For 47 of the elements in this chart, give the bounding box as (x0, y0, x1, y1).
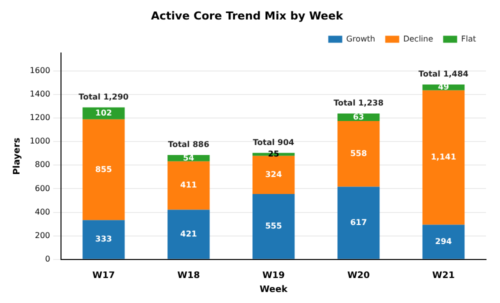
y-tick-label: 200 (34, 230, 50, 240)
data-label: 333 (95, 234, 112, 244)
data-label: 617 (350, 218, 367, 227)
x-tick-label: W18 (177, 271, 200, 282)
bar (168, 161, 210, 210)
data-label: 411 (180, 180, 198, 190)
data-label: 324 (265, 170, 282, 179)
legend-label: Decline (403, 34, 434, 44)
bar (168, 210, 210, 259)
data-label: 102 (95, 108, 112, 118)
bar (82, 119, 125, 220)
y-axis-title: Players (12, 138, 23, 175)
y-tick-label: 1000 (30, 136, 50, 146)
chart-title: Active Core Trend Mix by Week (150, 9, 344, 22)
bar (82, 220, 125, 259)
data-label: 555 (265, 222, 282, 231)
bar (422, 90, 465, 225)
x-axis-title: Week (260, 284, 288, 295)
data-label: 855 (95, 164, 112, 174)
data-label: 558 (350, 148, 368, 158)
x-tick-label: W19 (262, 271, 285, 282)
x-tick-label: W17 (92, 271, 115, 282)
total-label: Total 1,290 (78, 92, 130, 102)
y-tick-label: 400 (34, 207, 50, 216)
data-label: 63 (352, 112, 364, 122)
bar (252, 194, 295, 259)
y-tick-label: 1600 (30, 66, 50, 75)
y-tick-label: 600 (34, 184, 50, 193)
total-label: Total 1,484 (418, 70, 469, 79)
y-tick-label: 800 (34, 160, 50, 170)
bar (337, 186, 380, 259)
y-tick-label: 1200 (30, 113, 50, 122)
total-label: Total 886 (168, 140, 210, 150)
y-tick-label: 0 (45, 254, 50, 264)
y-tick-label: 1400 (30, 90, 50, 99)
bar (252, 156, 295, 194)
bar (337, 120, 380, 187)
legend-label: Flat (461, 34, 476, 44)
total-label: Total 1,238 (334, 98, 384, 108)
data-label: 294 (435, 236, 452, 246)
total-label: Total 904 (252, 138, 295, 147)
data-label: 421 (180, 229, 198, 238)
data-label: 1,141 (430, 152, 457, 162)
x-tick-label: W20 (347, 271, 370, 282)
x-tick-label: W21 (432, 271, 455, 282)
legend-label: Growth (346, 34, 376, 44)
bar (422, 224, 465, 259)
